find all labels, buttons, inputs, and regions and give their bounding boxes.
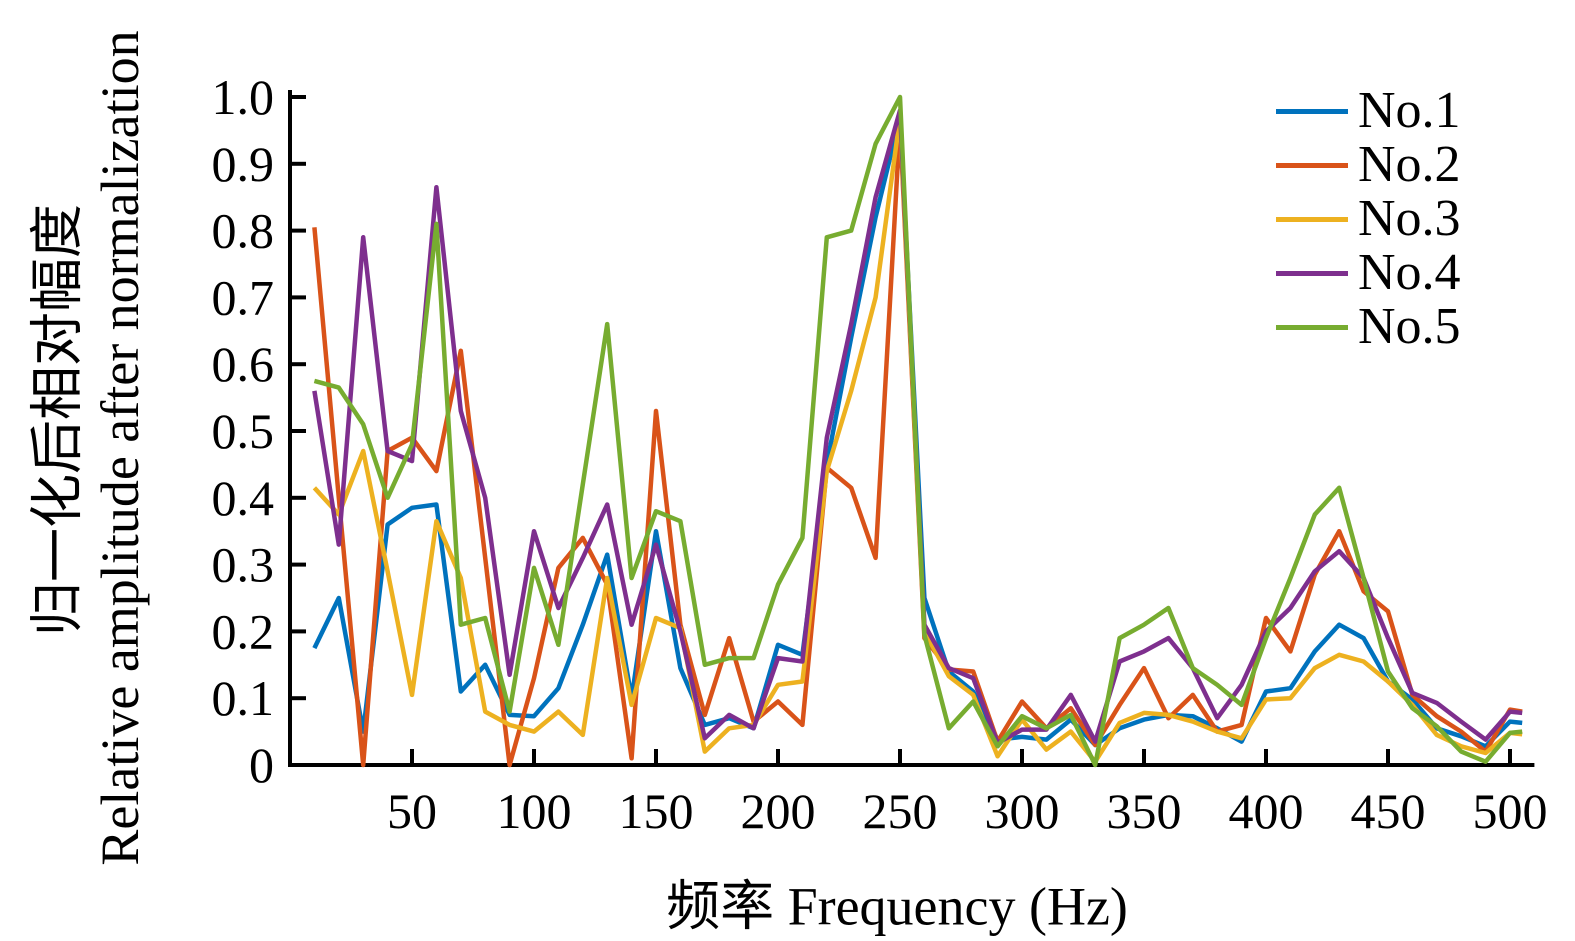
x-tick-label: 500 — [1473, 783, 1548, 839]
x-tick-label: 50 — [387, 783, 437, 839]
legend-label: No.4 — [1358, 244, 1461, 301]
y-tick-label: 0.8 — [212, 203, 275, 259]
x-tick-label: 400 — [1229, 783, 1304, 839]
y-tick-label: 0.6 — [212, 336, 275, 392]
legend-item-no1: No.1 — [1276, 84, 1461, 138]
legend-item-no3: No.3 — [1276, 192, 1461, 246]
y-axis-label-chinese: 归一化后相对幅度 — [27, 204, 88, 636]
x-axis-label: 频率 Frequency (Hz) — [666, 876, 1128, 937]
x-tick-label: 200 — [741, 783, 816, 839]
y-tick-label: 1.0 — [212, 69, 275, 125]
x-tick-label: 150 — [619, 783, 694, 839]
y-tick-label: 0 — [249, 737, 274, 793]
y-tick-label: 0.7 — [212, 269, 275, 325]
y-tick-label: 0.2 — [212, 603, 275, 659]
legend-label: No.3 — [1358, 190, 1461, 247]
legend-item-no5: No.5 — [1276, 300, 1461, 354]
x-tick-label: 100 — [497, 783, 572, 839]
x-tick-label: 300 — [985, 783, 1060, 839]
x-tick-label: 350 — [1107, 783, 1182, 839]
legend-line-swatch — [1276, 108, 1348, 114]
x-tick-label: 250 — [863, 783, 938, 839]
legend-line-swatch — [1276, 270, 1348, 276]
legend-label: No.2 — [1358, 136, 1461, 193]
legend-item-no2: No.2 — [1276, 138, 1461, 192]
y-tick-label: 0.9 — [212, 136, 275, 192]
y-tick-label: 0.5 — [212, 403, 275, 459]
y-tick-label: 0.4 — [212, 470, 275, 526]
y-tick-label: 0.3 — [212, 537, 275, 593]
legend-label: No.1 — [1358, 82, 1461, 139]
series-line-no5 — [313, 94, 1523, 768]
legend-line-swatch — [1276, 216, 1348, 222]
legend-label: No.5 — [1358, 298, 1461, 355]
legend: No.1 No.2 No.3 No.4 No.5 — [1276, 84, 1461, 354]
legend-item-no4: No.4 — [1276, 246, 1461, 300]
x-tick-label: 450 — [1351, 783, 1426, 839]
legend-line-swatch — [1276, 162, 1348, 168]
y-tick-label: 0.1 — [212, 670, 275, 726]
legend-line-swatch — [1276, 324, 1348, 330]
y-axis-label-english: Relative amplitude after normalization — [90, 30, 150, 866]
